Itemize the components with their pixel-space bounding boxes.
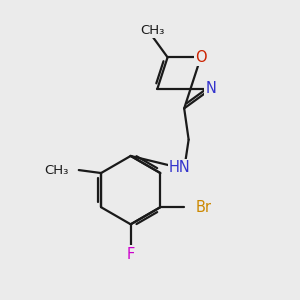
Text: HN: HN: [169, 160, 190, 175]
Text: O: O: [195, 50, 207, 65]
Text: CH₃: CH₃: [44, 164, 68, 177]
Text: Br: Br: [196, 200, 212, 215]
Text: F: F: [127, 247, 135, 262]
Text: CH₃: CH₃: [140, 24, 165, 37]
Text: N: N: [206, 81, 217, 96]
